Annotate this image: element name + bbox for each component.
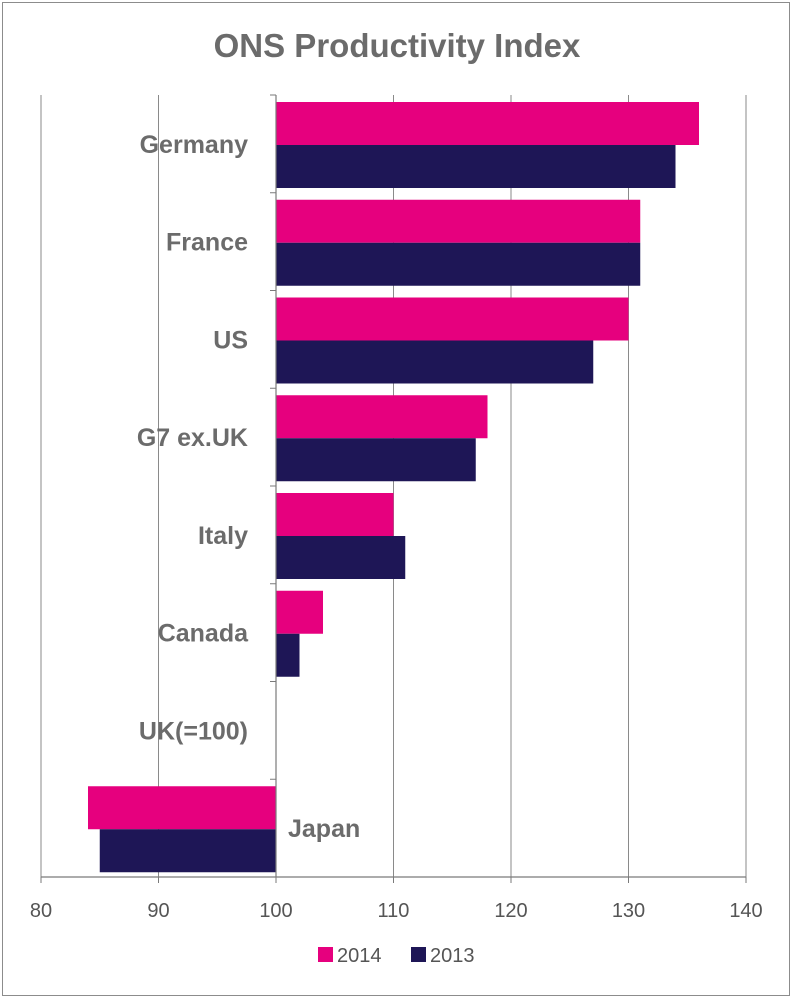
bar-italy-2014	[276, 493, 394, 536]
legend-swatch-2014	[318, 947, 333, 962]
bars	[88, 102, 699, 873]
x-tick-label: 80	[30, 900, 52, 922]
bar-canada-2014	[276, 590, 323, 634]
legend-label-2014: 2014	[337, 945, 382, 967]
legend: 2014 2013	[318, 945, 475, 967]
bar-germany-2014	[276, 102, 699, 145]
bar-italy-2013	[276, 536, 406, 579]
bar-japan-2013	[99, 829, 276, 873]
x-tick-labels: 80 90 100 110 120 130 140	[30, 900, 763, 922]
category-label: Germany	[140, 131, 248, 159]
x-tick-label: 130	[612, 900, 645, 922]
bar-us-2013	[276, 340, 594, 384]
x-tick-label: 110	[378, 900, 410, 922]
bar-japan-2014	[88, 786, 276, 830]
x-tick-label: 140	[729, 900, 762, 922]
bar-france-2014	[276, 199, 641, 243]
legend-swatch-2013	[411, 947, 426, 962]
x-tick-label: 100	[259, 900, 292, 922]
bar-g7-ex-uk-2014	[276, 395, 488, 439]
category-label: G7 ex.UK	[137, 424, 248, 452]
bar-canada-2013	[276, 633, 300, 677]
category-label: Italy	[198, 522, 248, 550]
category-label: US	[213, 326, 248, 354]
chart-title: ONS Productivity Index	[214, 27, 581, 64]
legend-label-2013: 2013	[430, 945, 475, 967]
bar-france-2013	[276, 242, 641, 286]
bar-g7-ex-uk-2013	[276, 438, 476, 482]
x-tick-label: 120	[494, 900, 527, 922]
x-tick-label: 90	[147, 900, 169, 922]
category-label: UK(=100)	[139, 717, 248, 745]
bar-us-2014	[276, 297, 629, 341]
category-label: France	[166, 229, 248, 257]
category-label: Canada	[158, 620, 249, 648]
axes	[40, 94, 747, 883]
category-labels: Germany France US G7 ex.UK Italy Canada UK(=10…	[137, 131, 360, 843]
category-label: Japan	[288, 815, 360, 843]
bar-germany-2013	[276, 145, 676, 188]
